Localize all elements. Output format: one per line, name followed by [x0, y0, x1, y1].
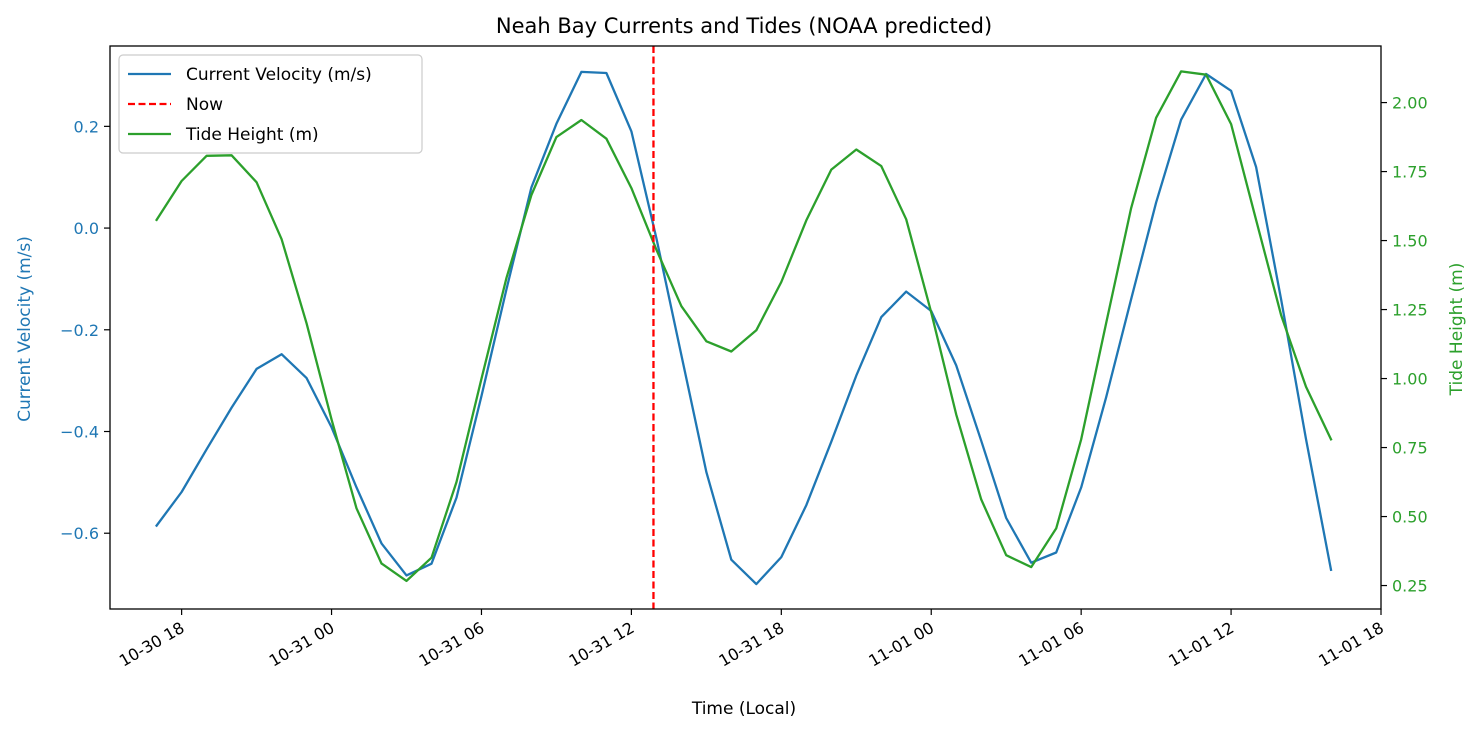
tide-height-line	[155, 70, 1333, 583]
chart-title: Neah Bay Currents and Tides (NOAA predic…	[496, 14, 992, 38]
y-left-tick-label: −0.6	[60, 524, 99, 543]
legend-item-tide-label: Tide Height (m)	[185, 125, 319, 145]
y-right-tick-label: 0.75	[1392, 439, 1428, 458]
y-axis-right-label: Tide Height (m)	[1447, 263, 1467, 397]
y-axis-left-label: Current Velocity (m/s)	[15, 236, 35, 422]
series-layer	[154, 46, 1333, 609]
plot-frame	[109, 45, 1382, 610]
y-right-tick-label: 0.50	[1392, 508, 1428, 527]
y-right-tick-label: 1.25	[1392, 301, 1428, 320]
legend-item-now-label: Now	[186, 95, 223, 115]
current-velocity-line	[154, 70, 1333, 586]
y-left-tick-label: −0.4	[60, 423, 99, 442]
y-right-tick-label: 1.00	[1392, 370, 1428, 389]
y-right-tick-label: 1.50	[1392, 232, 1428, 251]
y-right-tick-label: 1.75	[1392, 163, 1428, 182]
y-left-tick-label: −0.2	[60, 321, 99, 340]
x-axis-label: Time (Local)	[691, 699, 796, 719]
y-right-tick-label: 0.25	[1392, 577, 1428, 596]
legend-box	[118, 54, 423, 154]
legend: Current Velocity (m/s) Now Tide Height (m)	[118, 54, 423, 154]
y-right-tick-label: 2.00	[1392, 94, 1428, 113]
y-left-tick-label: 0.0	[74, 219, 99, 238]
legend-item-current-label: Current Velocity (m/s)	[186, 65, 372, 85]
y-left-tick-label: 0.2	[74, 117, 99, 136]
